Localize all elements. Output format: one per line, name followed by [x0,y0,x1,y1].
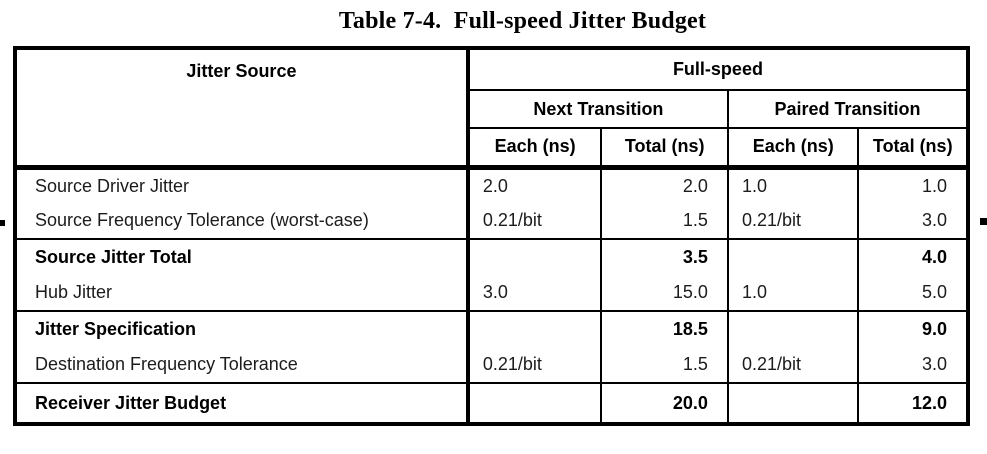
header-total-ns-next: Total (ns) [600,128,728,170]
each-ns-cell [465,310,602,347]
header-row-groups: Next Transition Paired Transition [15,90,968,129]
total-ns-cell: 1.0 [857,167,968,203]
jitter-budget-table: Jitter Source Full-speed Next Transition… [13,46,970,426]
row-label: Hub Jitter [15,275,470,311]
each-ns-cell [726,382,859,424]
each-ns-cell: 0.21/bit [726,203,859,239]
total-ns-cell: 3.0 [857,203,968,239]
each-ns-cell [465,382,602,424]
header-paired-transition: Paired Transition [726,90,968,129]
row-label: Source Frequency Tolerance (worst-case) [15,203,470,239]
total-ns-cell: 3.5 [600,238,728,275]
row-label: Source Jitter Total [15,238,470,275]
total-ns-cell: 20.0 [600,382,728,424]
header-jitter-source: Jitter Source [15,48,470,170]
each-ns-cell [726,238,859,275]
total-ns-cell: 1.5 [600,203,728,239]
header-each-ns-paired: Each (ns) [726,128,859,170]
table-caption: Table 7-4. Full-speed Jitter Budget [338,8,707,34]
total-ns-cell: 18.5 [600,310,728,347]
each-ns-cell: 1.0 [726,275,859,311]
header-row-top: Jitter Source Full-speed [15,48,968,170]
each-ns-cell: 0.21/bit [465,203,602,239]
header-each-ns-next: Each (ns) [465,128,602,170]
table-row-jitter-specification: Jitter Specification 18.5 9.0 [15,310,968,347]
each-ns-cell: 0.21/bit [465,347,602,383]
each-ns-cell: 0.21/bit [726,347,859,383]
each-ns-cell [726,310,859,347]
each-ns-cell: 3.0 [465,275,602,311]
row-label: Source Driver Jitter [15,167,470,203]
header-row-columns: Each (ns) Total (ns) Each (ns) Total (ns… [15,128,968,170]
each-ns-cell: 2.0 [465,167,602,203]
margin-change-bar-left [0,220,5,226]
table-row-destination-frequency-tolerance: Destination Frequency Tolerance 0.21/bit… [15,347,968,383]
table-row-hub-jitter: Hub Jitter 3.0 15.0 1.0 5.0 [15,275,968,311]
header-full-speed: Full-speed [465,48,968,91]
margin-change-bar-right [980,218,987,225]
table-row-source-driver-jitter: Source Driver Jitter 2.0 2.0 1.0 1.0 [15,167,968,203]
total-ns-cell: 1.5 [600,347,728,383]
header-next-transition: Next Transition [465,90,728,129]
each-ns-cell: 1.0 [726,167,859,203]
table-header: Jitter Source Full-speed Next Transition… [15,48,968,170]
total-ns-cell: 15.0 [600,275,728,311]
header-total-ns-paired: Total (ns) [857,128,968,170]
total-ns-cell: 12.0 [857,382,968,424]
table-row-receiver-jitter-budget: Receiver Jitter Budget 20.0 12.0 [15,382,968,424]
row-label: Receiver Jitter Budget [15,382,470,424]
total-ns-cell: 2.0 [600,167,728,203]
total-ns-cell: 9.0 [857,310,968,347]
table-body: Source Driver Jitter 2.0 2.0 1.0 1.0 Sou… [15,167,968,424]
each-ns-cell [465,238,602,275]
row-label: Jitter Specification [15,310,470,347]
total-ns-cell: 5.0 [857,275,968,311]
table-row-source-frequency-tolerance: Source Frequency Tolerance (worst-case) … [15,203,968,239]
total-ns-cell: 4.0 [857,238,968,275]
total-ns-cell: 3.0 [857,347,968,383]
row-label: Destination Frequency Tolerance [15,347,470,383]
table-row-source-jitter-total: Source Jitter Total 3.5 4.0 [15,238,968,275]
